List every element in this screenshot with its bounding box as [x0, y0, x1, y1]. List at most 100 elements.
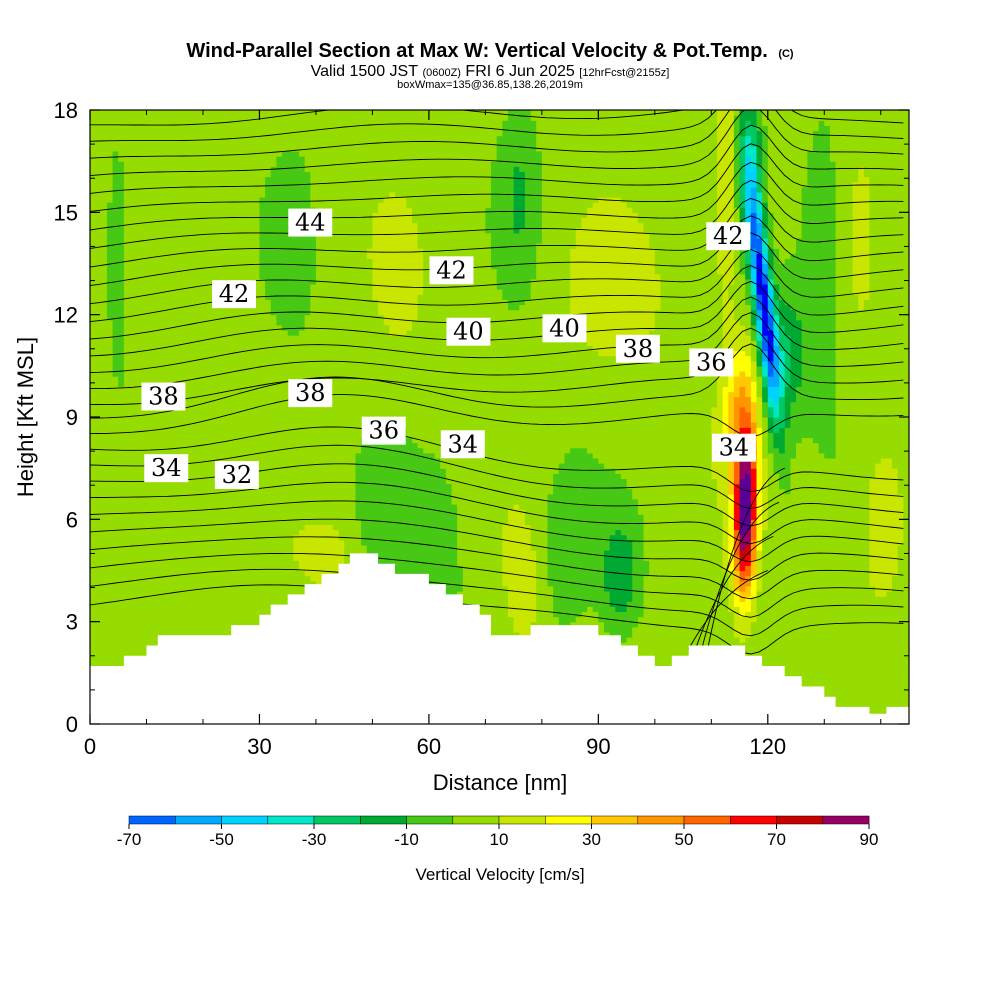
w-field-cell: [756, 115, 763, 121]
w-field-cell: [767, 212, 775, 219]
w-field-cell: [745, 575, 752, 582]
w-field-cell: [858, 171, 865, 178]
w-field-cell: [773, 227, 803, 234]
w-field-cell: [722, 309, 735, 316]
w-field-cell: [570, 304, 662, 311]
w-field-cell: [643, 539, 724, 546]
w-field-cell: [90, 299, 108, 306]
w-field-cell: [553, 483, 628, 490]
w-field-cell: [756, 427, 763, 433]
w-field-cell: [875, 585, 893, 592]
w-field-cell: [745, 217, 752, 224]
w-field-cell: [733, 550, 741, 556]
w-field-cell: [649, 243, 718, 249]
theta-contour: [90, 180, 904, 249]
w-field-cell: [298, 565, 345, 572]
x-tick-label: 0: [84, 734, 96, 759]
w-field-cell: [745, 330, 752, 336]
w-field-cell: [106, 217, 125, 224]
w-field-cell: [389, 191, 396, 198]
chart-subtitle: Valid 1500 JST (0600Z) FRI 6 Jun 2025 [1…: [311, 63, 670, 80]
w-field-cell: [835, 161, 909, 167]
w-field-cell: [739, 150, 746, 157]
w-field-cell: [310, 304, 379, 311]
w-field-cell: [553, 585, 605, 592]
w-field-cell: [632, 565, 650, 572]
w-field-cell: [733, 529, 741, 536]
w-field-cell: [587, 212, 639, 219]
w-field-cell: [784, 437, 803, 444]
w-field-cell: [507, 590, 537, 597]
w-field-cell: [530, 539, 549, 546]
y-tick-label: 6: [66, 507, 78, 532]
w-field-cell: [767, 171, 808, 178]
w-field-cell: [728, 370, 741, 377]
w-field-cell: [711, 473, 729, 479]
w-field-cell: [90, 135, 498, 142]
w-field-cell: [762, 381, 769, 387]
w-field-cell: [372, 217, 413, 224]
w-field-cell: [722, 534, 729, 541]
w-field-cell: [756, 370, 763, 377]
w-field-cell: [728, 406, 735, 413]
w-field-cell: [762, 304, 769, 311]
w-field-cell: [784, 442, 797, 449]
w-field-cell: [536, 135, 718, 142]
w-field-cell: [716, 248, 735, 254]
w-field-cell: [773, 396, 780, 403]
w-field-cell: [406, 196, 492, 203]
w-field-cell: [739, 509, 752, 515]
w-field-cell: [90, 110, 509, 116]
w-field-cell: [728, 503, 735, 510]
w-field-cell: [756, 171, 763, 178]
w-field-cell: [858, 166, 865, 172]
w-field-cell: [445, 478, 554, 485]
w-field-cell: [773, 232, 803, 239]
w-field-cell: [90, 248, 108, 254]
w-field-cell: [716, 263, 735, 270]
w-field-cell: [767, 468, 775, 474]
w-field-cell: [355, 473, 447, 479]
w-field-cell: [626, 601, 645, 607]
w-field-cell: [90, 319, 114, 326]
colorbar-label: 30: [582, 830, 601, 849]
w-field-cell: [739, 503, 752, 510]
colorbar-swatch: [545, 815, 592, 825]
w-field-cell: [756, 498, 763, 505]
w-field-cell: [123, 381, 718, 387]
w-field-cell: [603, 565, 633, 572]
w-field-cell: [773, 360, 780, 367]
w-field-cell: [457, 606, 509, 613]
w-field-cell: [739, 519, 752, 526]
w-field-cell: [790, 360, 803, 367]
w-field-cell: [451, 483, 554, 490]
w-field-cell: [762, 135, 769, 142]
w-field-cell: [733, 181, 741, 188]
w-field-cell: [733, 514, 741, 520]
w-field-cell: [745, 258, 752, 265]
w-field-cell: [530, 544, 549, 551]
w-field-cell: [745, 529, 752, 536]
w-field-cell: [265, 278, 317, 285]
w-field-cell: [118, 381, 125, 387]
w-field-cell: [739, 196, 746, 203]
w-field-cell: [762, 258, 769, 265]
w-field-cell: [598, 350, 633, 357]
w-field-cell: [767, 422, 775, 428]
w-field-cell: [773, 248, 780, 254]
w-field-cell: [762, 391, 769, 398]
w-field-cell: [507, 519, 526, 526]
w-field-cell: [767, 519, 871, 526]
w-field-cell: [852, 258, 871, 265]
theta-contour: [90, 197, 904, 268]
w-field-cell: [541, 232, 577, 239]
w-field-cell: [796, 391, 837, 398]
theta-contour: [90, 110, 904, 159]
theta-contour: [90, 481, 904, 545]
w-field-cell: [745, 585, 752, 592]
w-field-cell: [762, 514, 769, 520]
w-field-cell: [315, 212, 374, 219]
w-field-cell: [344, 539, 362, 546]
w-field-cell: [366, 570, 464, 577]
w-field-cell: [869, 575, 893, 582]
